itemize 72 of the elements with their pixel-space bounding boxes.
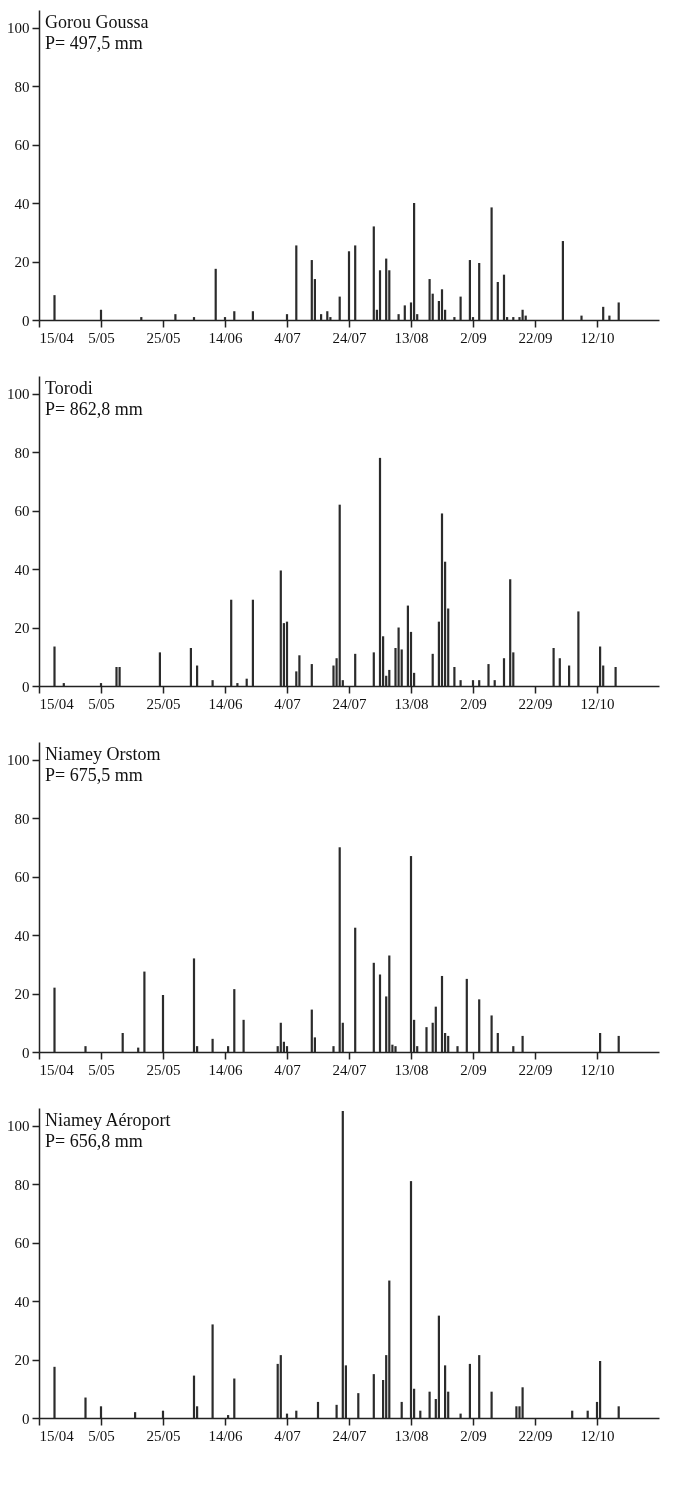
x-tick-label: 4/07 (274, 1061, 302, 1078)
x-tick-label: 14/06 (208, 695, 244, 712)
x-tick-label: 25/05 (146, 695, 181, 712)
y-tick-label: 100 (7, 20, 30, 37)
y-tick-label: 80 (14, 444, 30, 461)
x-tick-label: 2/09 (460, 329, 487, 346)
x-tick-label: 13/08 (394, 329, 429, 346)
text: P= 656,8 mm (45, 1131, 143, 1151)
x-tick-label: 22/09 (518, 1427, 553, 1444)
y-tick-label: 20 (14, 620, 30, 637)
x-tick-label: 13/08 (394, 1061, 429, 1078)
x-tick-label: 5/05 (88, 695, 115, 712)
x-tick-label: 24/07 (332, 1427, 368, 1444)
y-tick-label: 40 (14, 561, 30, 578)
x-tick-label: 5/05 (88, 1061, 115, 1078)
x-tick-label: 25/05 (146, 329, 181, 346)
x-tick-label: 25/05 (146, 1427, 181, 1444)
x-tick-label: 2/09 (460, 695, 487, 712)
x-tick-label: 15/04 (39, 695, 75, 712)
text: P= 497,5 mm (45, 33, 143, 53)
x-tick-label: 22/09 (518, 695, 553, 712)
chart-title: Torodi (45, 378, 93, 398)
x-tick-label: 4/07 (274, 329, 302, 346)
y-tick-label: 60 (14, 137, 30, 154)
x-tick-label: 2/09 (460, 1427, 487, 1444)
y-tick-label: 60 (14, 869, 30, 886)
x-tick-label: 13/08 (394, 1427, 429, 1444)
x-tick-label: 22/09 (518, 329, 553, 346)
x-tick-label: 4/07 (274, 695, 302, 712)
y-tick-label: 40 (14, 1293, 30, 1310)
y-tick-label: 20 (14, 1352, 30, 1369)
text: P= 862,8 mm (45, 399, 143, 419)
x-tick-label: 14/06 (208, 1061, 244, 1078)
y-tick-label: 0 (22, 678, 30, 695)
x-tick-label: 12/10 (580, 695, 615, 712)
x-tick-label: 22/09 (518, 1061, 553, 1078)
x-tick-label: 24/07 (332, 695, 368, 712)
x-tick-label: 24/07 (332, 1061, 368, 1078)
chart-title: Niamey Orstom (45, 744, 161, 764)
x-tick-label: 15/04 (39, 1427, 75, 1444)
x-tick-label: 12/10 (580, 329, 615, 346)
y-tick-label: 60 (14, 1235, 30, 1252)
y-tick-label: 100 (7, 752, 30, 769)
y-tick-label: 80 (14, 1176, 30, 1193)
y-tick-label: 20 (14, 254, 30, 271)
y-tick-label: 100 (7, 386, 30, 403)
y-tick-label: 20 (14, 986, 30, 1003)
x-tick-label: 12/10 (580, 1427, 615, 1444)
x-tick-label: 15/04 (39, 329, 75, 346)
text: P= 675,5 mm (45, 765, 143, 785)
x-tick-label: 4/07 (274, 1427, 302, 1444)
y-tick-label: 80 (14, 78, 30, 95)
x-tick-label: 14/06 (208, 329, 244, 346)
y-tick-label: 40 (14, 195, 30, 212)
y-tick-label: 80 (14, 810, 30, 827)
chart-title: Niamey Aéroport (45, 1110, 171, 1130)
x-tick-label: 2/09 (460, 1061, 487, 1078)
y-tick-label: 0 (22, 1044, 30, 1061)
x-tick-label: 25/05 (146, 1061, 181, 1078)
y-tick-label: 40 (14, 927, 30, 944)
x-tick-label: 12/10 (580, 1061, 615, 1078)
x-tick-label: 14/06 (208, 1427, 244, 1444)
y-tick-label: 0 (22, 312, 30, 329)
y-tick-label: 60 (14, 503, 30, 520)
x-tick-label: 24/07 (332, 329, 368, 346)
y-tick-label: 100 (7, 1118, 30, 1135)
chart-title: Gorou Goussa (45, 12, 149, 32)
x-tick-label: 5/05 (88, 1427, 115, 1444)
x-tick-label: 13/08 (394, 695, 429, 712)
x-tick-label: 15/04 (39, 1061, 75, 1078)
y-tick-label: 0 (22, 1410, 30, 1427)
x-tick-label: 5/05 (88, 329, 115, 346)
